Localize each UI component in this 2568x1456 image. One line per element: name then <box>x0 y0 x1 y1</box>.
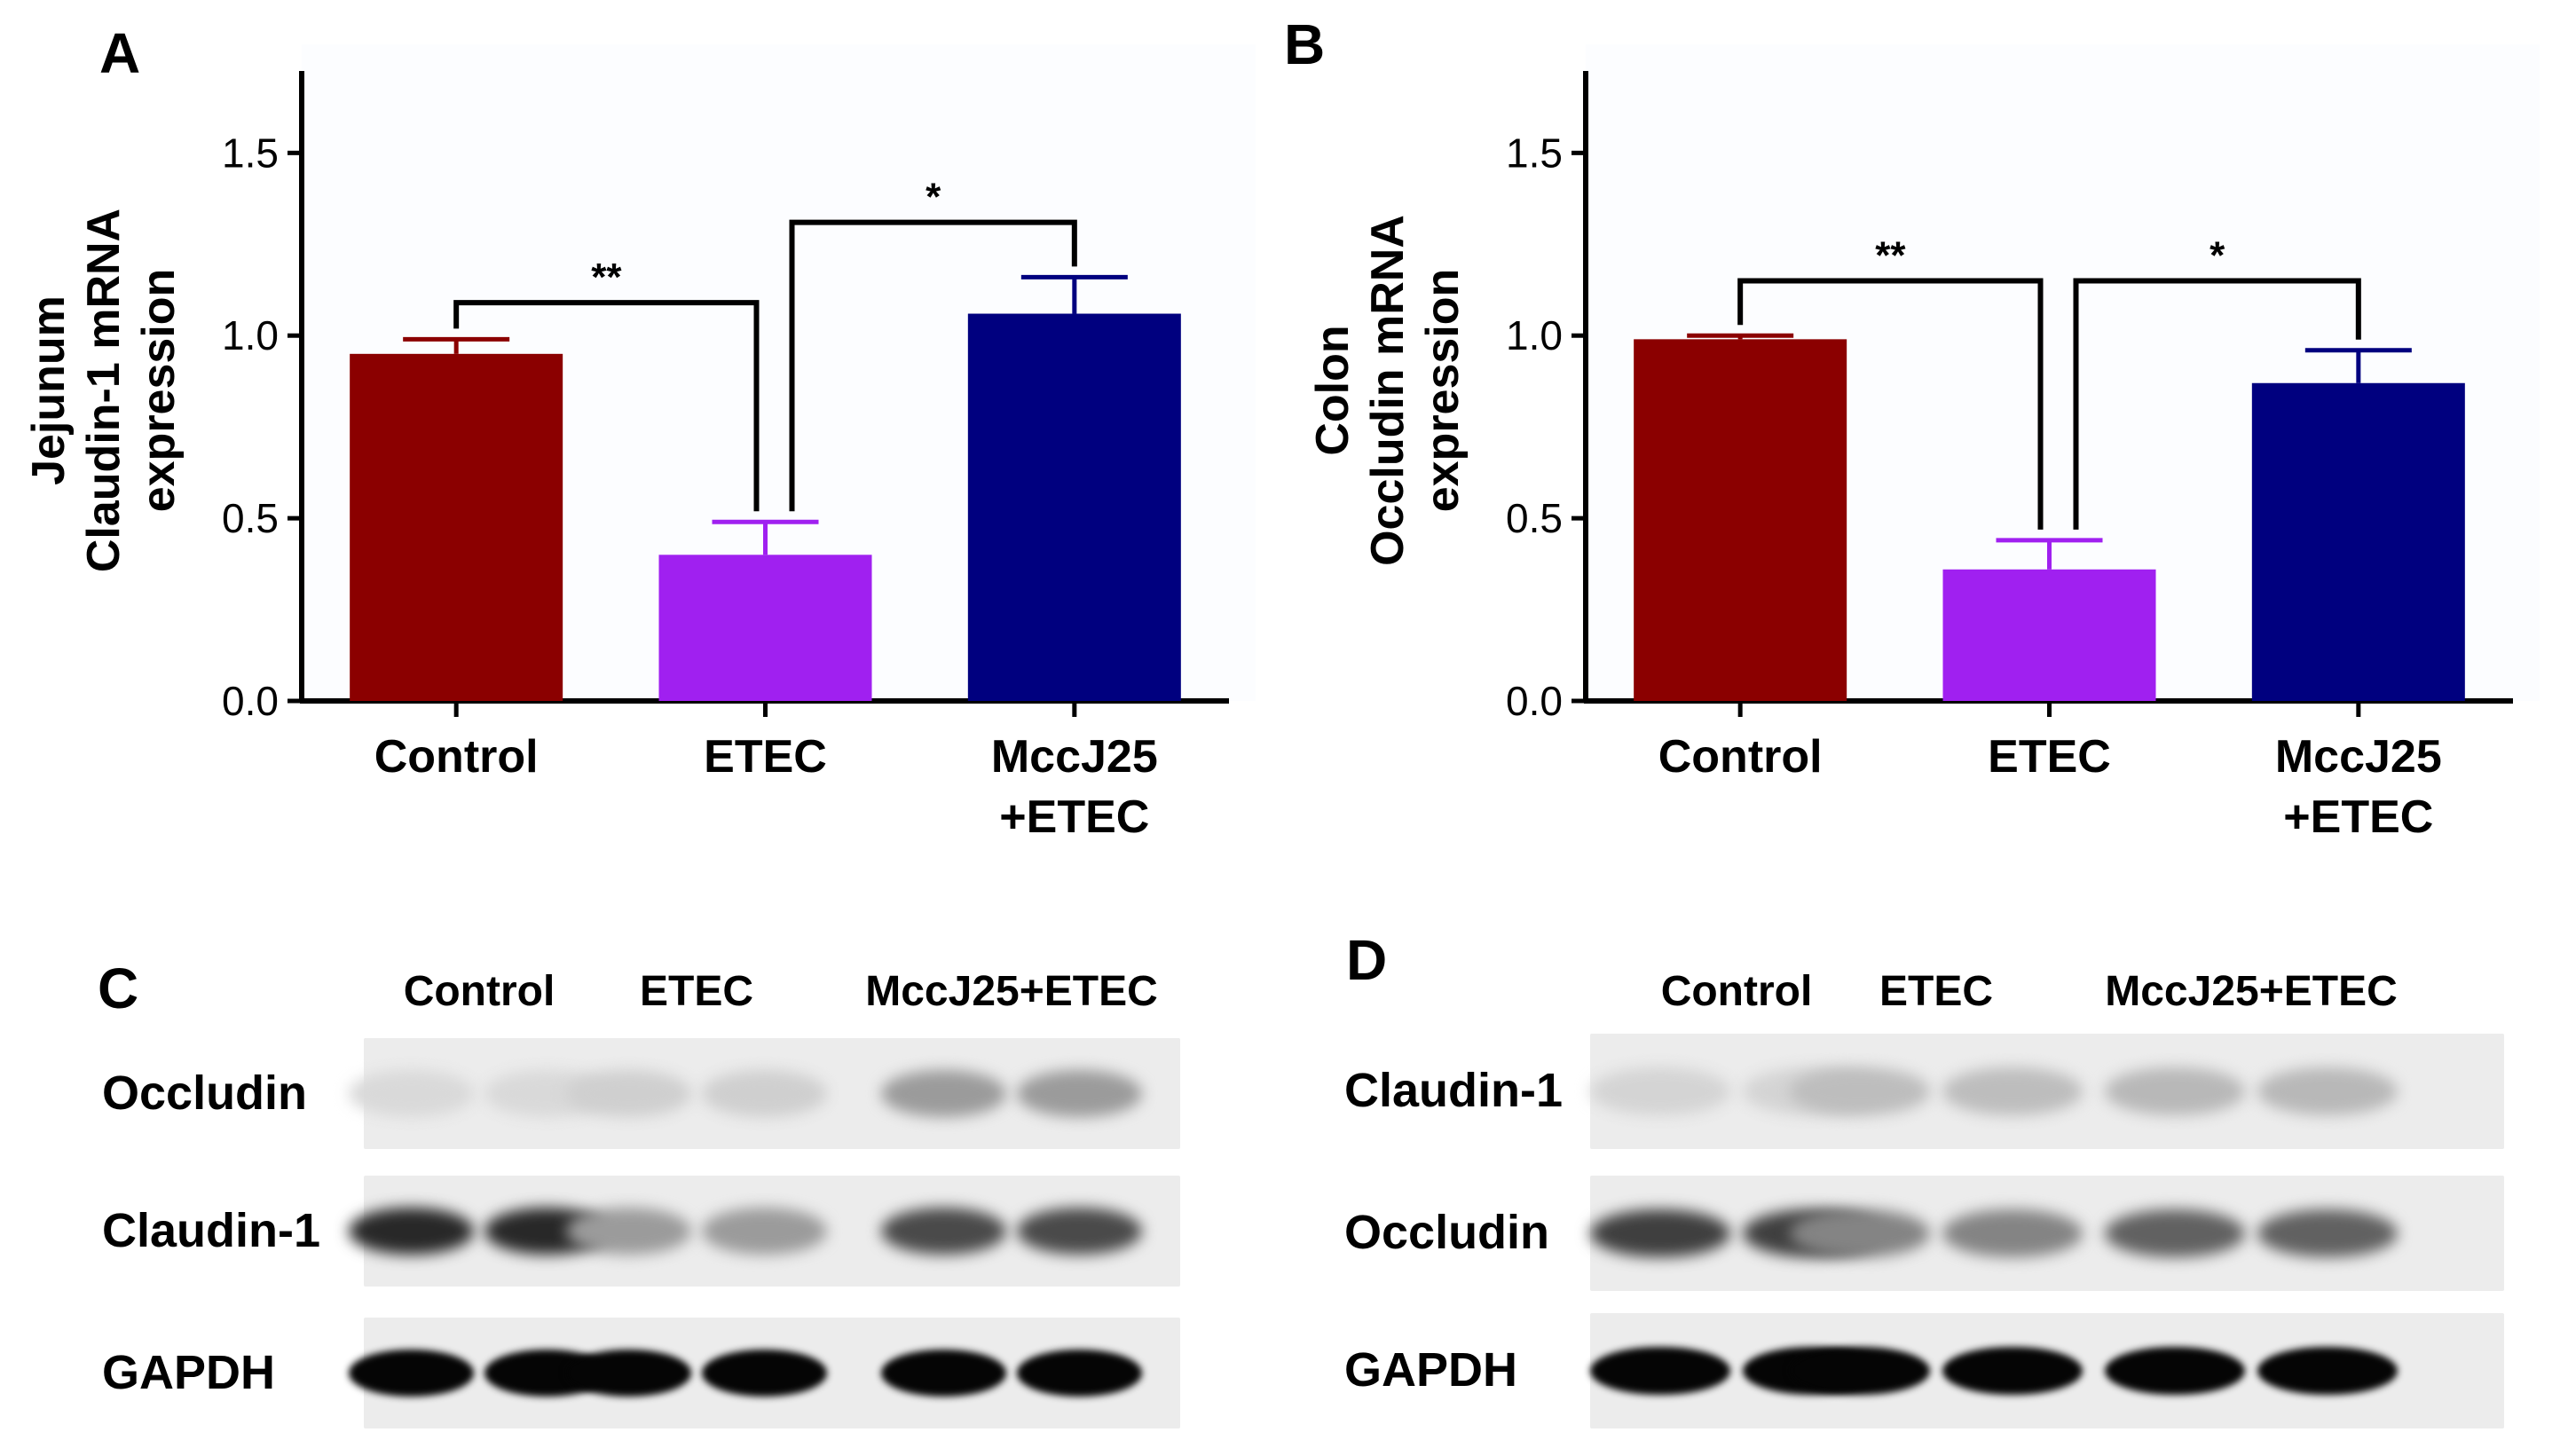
significance-marker: ** <box>1875 233 1906 277</box>
blot-band <box>565 1070 691 1117</box>
blot-band <box>1790 1346 1931 1396</box>
y-tick-label: 0.0 <box>1506 678 1563 724</box>
y-axis-label: Jejunum Claudin-1 mRNA expression <box>23 209 185 572</box>
lane-label: ETEC <box>1879 968 1994 1015</box>
blot-band <box>1017 1070 1143 1117</box>
blot-row-label: Occludin <box>102 1066 308 1120</box>
x-category-label: ETEC <box>704 731 827 783</box>
y-tick-label: 1.0 <box>222 312 279 358</box>
y-tick-label: 1.5 <box>222 130 279 176</box>
bar <box>1634 339 1847 701</box>
blot-band <box>1942 1208 2083 1258</box>
blot-row-label: GAPDH <box>1344 1343 1518 1397</box>
y-tick-label: 1.5 <box>1506 130 1563 176</box>
blot-band <box>1590 1066 1731 1116</box>
blot-band <box>2257 1346 2398 1396</box>
blot-band <box>565 1350 691 1397</box>
bar <box>658 555 872 701</box>
blot-row-label: GAPDH <box>102 1345 276 1399</box>
blot-band <box>1790 1208 1931 1258</box>
blot-band <box>2105 1208 2246 1258</box>
x-category-label: MccJ25 <box>2275 731 2442 783</box>
significance-bracket <box>453 300 760 512</box>
blot-band <box>880 1070 1006 1117</box>
blot-band <box>348 1350 474 1397</box>
lane-label: Control <box>1660 968 1813 1015</box>
bar <box>2251 382 2465 701</box>
panel-label-c: C <box>98 956 139 1020</box>
blot-band <box>348 1208 474 1255</box>
y-axis-label-line: expression <box>1417 269 1469 513</box>
blot-band <box>1790 1066 1931 1116</box>
blot-band <box>1017 1350 1143 1397</box>
y-tick-label: 1.0 <box>1506 312 1563 358</box>
lane-label: MccJ25+ETEC <box>2105 968 2398 1015</box>
x-category-label: +ETEC <box>999 791 1149 843</box>
blot-band <box>2105 1066 2246 1116</box>
blot-band <box>880 1208 1006 1255</box>
blot-row-label: Claudin-1 <box>1344 1064 1564 1117</box>
blot-row-label: Occludin <box>1344 1206 1550 1259</box>
western-blot-panel-d: D Control ETEC MccJ25+ETEC Claudin-1 Occludi… <box>1284 923 2568 1455</box>
blot-row-label: Claudin-1 <box>102 1203 321 1257</box>
significance-marker: * <box>926 176 941 219</box>
panel-label-d: D <box>1346 928 1388 992</box>
western-blot-panel-c: C Control ETEC MccJ25+ETEC Occludin Claudin-… <box>0 923 1284 1455</box>
blot-band <box>1590 1346 1731 1396</box>
bar <box>967 313 1181 701</box>
y-axis-label-line: Jejunum <box>23 295 75 485</box>
lane-label: MccJ25+ETEC <box>865 968 1158 1015</box>
blot-band <box>1942 1346 2083 1396</box>
y-axis-label-line: expression <box>133 269 185 513</box>
lane-label: Control <box>403 968 555 1015</box>
panel-label-a: A <box>99 21 141 85</box>
significance-bracket <box>2073 278 2361 530</box>
bar <box>350 353 563 701</box>
lane-label: ETEC <box>639 968 754 1015</box>
blot-band <box>880 1350 1006 1397</box>
blot-band <box>1942 1066 2083 1116</box>
blot-band <box>702 1208 828 1255</box>
blot-band <box>565 1208 691 1255</box>
x-category-label: MccJ25 <box>991 731 1158 783</box>
y-tick-label: 0.5 <box>222 495 279 541</box>
y-axis-label-line: Claudin-1 mRNA <box>78 209 130 572</box>
blot-band <box>1017 1208 1143 1255</box>
blot-band <box>1590 1208 1731 1258</box>
blot-band <box>702 1070 828 1117</box>
y-axis-label: Colon Occludin mRNA expression <box>1307 215 1469 566</box>
x-category-label: +ETEC <box>2283 791 2433 843</box>
blot-band <box>348 1070 474 1117</box>
significance-marker: ** <box>591 256 622 299</box>
blot-band <box>2105 1346 2246 1396</box>
blot-band <box>702 1350 828 1397</box>
blot-band <box>2257 1208 2398 1258</box>
significance-bracket <box>789 219 1077 512</box>
y-axis-label-line: Colon <box>1307 325 1359 455</box>
significance-marker: * <box>2210 233 2225 277</box>
bar <box>1942 569 2156 701</box>
significance-bracket <box>1737 278 2044 530</box>
x-category-label: Control <box>1658 731 1823 783</box>
blot-band <box>2257 1066 2398 1116</box>
x-category-label: Control <box>374 731 539 783</box>
y-tick-label: 0.0 <box>222 678 279 724</box>
y-axis-label-line: Occludin mRNA <box>1362 215 1414 566</box>
panel-label-b: B <box>1284 12 1326 76</box>
y-tick-label: 0.5 <box>1506 495 1563 541</box>
x-category-label: ETEC <box>1988 731 2111 783</box>
